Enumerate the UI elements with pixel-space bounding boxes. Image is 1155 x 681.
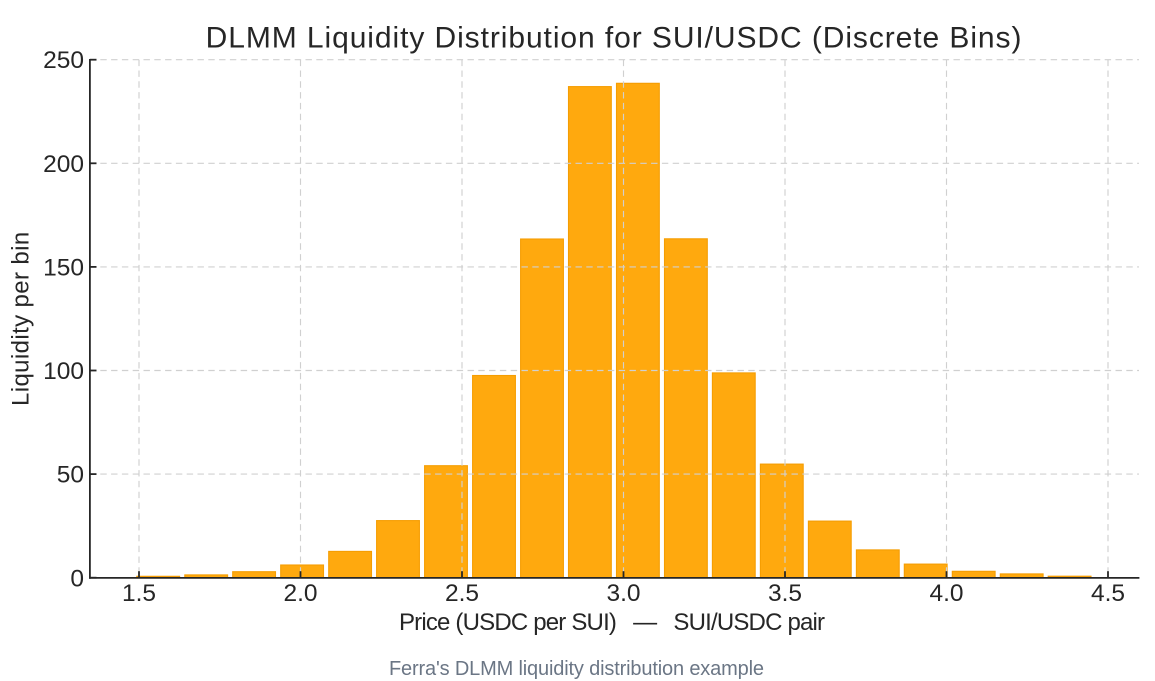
svg-text:2.5: 2.5 [445,580,479,607]
svg-text:150: 150 [43,254,84,281]
svg-text:50: 50 [57,462,84,489]
svg-text:1.5: 1.5 [122,580,156,607]
svg-text:3.5: 3.5 [768,580,802,607]
svg-text:2.0: 2.0 [283,580,317,607]
svg-text:3.0: 3.0 [606,580,640,607]
svg-text:0: 0 [70,565,84,592]
svg-text:200: 200 [43,151,84,178]
svg-text:Liquidity per bin: Liquidity per bin [8,231,35,406]
svg-text:250: 250 [43,47,84,74]
svg-text:4.0: 4.0 [929,580,963,607]
svg-text:Ferra's DLMM liquidity distrib: Ferra's DLMM liquidity distribution exam… [389,658,764,680]
svg-text:100: 100 [43,358,84,385]
svg-text:4.5: 4.5 [1091,580,1125,607]
svg-text:DLMM Liquidity Distribution fo: DLMM Liquidity Distribution for SUI/USDC… [206,22,1023,55]
svg-text:Price (USDC per SUI) — SUI/U: Price (USDC per SUI) — SUI/USDC pair [399,609,825,636]
